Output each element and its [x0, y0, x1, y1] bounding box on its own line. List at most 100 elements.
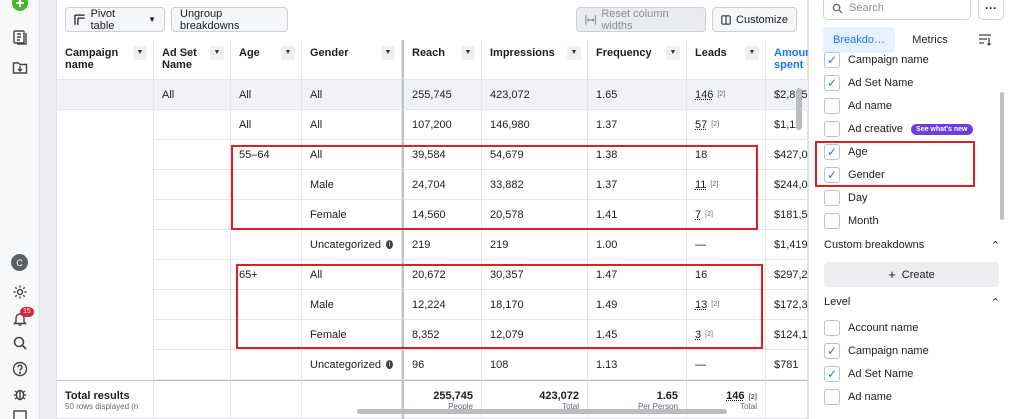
- table-cell-reach: 39,584: [402, 140, 482, 170]
- cell-value: 3: [695, 329, 701, 341]
- table-icon[interactable]: [11, 408, 29, 419]
- breakdown-option[interactable]: Ad name: [824, 96, 892, 116]
- table-cell-campaign: [57, 260, 154, 290]
- unchecked-checkbox[interactable]: [824, 320, 840, 336]
- column-header-age[interactable]: Age ▼: [231, 40, 302, 80]
- column-header-frequency[interactable]: Frequency ▼: [588, 40, 687, 80]
- chevron-down-icon[interactable]: ▼: [381, 46, 395, 60]
- breakdown-option[interactable]: ✓ Gender: [824, 165, 885, 185]
- cell-value: 65+: [239, 269, 258, 281]
- cell-value: $181,5: [774, 209, 808, 221]
- cell-value: Male: [310, 179, 334, 191]
- customize-button[interactable]: Customize: [712, 7, 797, 32]
- column-header-impressions[interactable]: Impressions ▼: [482, 40, 588, 80]
- breakdown-option[interactable]: Day: [824, 188, 868, 208]
- breakdown-option[interactable]: ✓ Campaign name: [824, 341, 929, 361]
- checked-checkbox-icon[interactable]: ✓: [824, 75, 840, 91]
- total-number: 423,072: [539, 390, 579, 402]
- cell-value: 33,882: [490, 179, 524, 191]
- chevron-down-icon[interactable]: ▼: [666, 46, 680, 60]
- bug-report-icon[interactable]: [11, 385, 29, 403]
- breakdown-option[interactable]: Account name: [824, 318, 918, 338]
- table-cell-leads: 7 [2]: [687, 200, 766, 230]
- chevron-down-icon[interactable]: ▼: [281, 46, 295, 60]
- column-header-leads[interactable]: Leads ▼: [687, 40, 766, 80]
- breakdown-option[interactable]: ✓ Ad Set Name: [824, 364, 913, 384]
- more-options-button[interactable]: ···: [978, 0, 1004, 20]
- total-value: 1.65: [657, 390, 678, 402]
- breakdown-option[interactable]: Month: [824, 211, 879, 231]
- cell-value: 1.47: [596, 269, 617, 281]
- info-icon[interactable]: i: [386, 360, 393, 369]
- total-value: 146 [2]: [726, 390, 757, 402]
- unchecked-checkbox[interactable]: [824, 190, 840, 206]
- unchecked-checkbox[interactable]: [824, 121, 840, 137]
- column-header-reach[interactable]: Reach ▼: [402, 40, 482, 80]
- folder-download-icon[interactable]: [11, 58, 29, 76]
- table-cell-frequency: 1.37: [588, 110, 687, 140]
- chevron-down-icon[interactable]: ▼: [133, 46, 147, 60]
- chevron-down-icon[interactable]: ▼: [461, 46, 475, 60]
- table-cell-reach: 255,745: [402, 80, 482, 110]
- info-icon[interactable]: i: [386, 240, 393, 249]
- column-header-campaign[interactable]: Campaign name ▼: [57, 40, 154, 80]
- unchecked-checkbox[interactable]: [824, 98, 840, 114]
- breakdown-option[interactable]: ✓ Ad Set Name: [824, 73, 913, 93]
- breakdown-option[interactable]: ✓ Campaign name: [824, 50, 929, 70]
- checked-checkbox-icon[interactable]: ✓: [824, 144, 840, 160]
- chevron-down-icon[interactable]: ▼: [567, 46, 581, 60]
- vertical-scrollbar[interactable]: [796, 88, 802, 130]
- checked-checkbox-icon[interactable]: ✓: [824, 343, 840, 359]
- breakdown-option[interactable]: Ad creative See what's new: [824, 119, 973, 139]
- breakdown-option[interactable]: Ad name: [824, 387, 892, 407]
- reset-column-widths-button[interactable]: Reset column widths: [576, 7, 706, 32]
- level-header[interactable]: Level ⌃: [824, 296, 1000, 309]
- cell-value: 20,578: [490, 209, 524, 221]
- horizontal-scrollbar[interactable]: [357, 409, 727, 414]
- pivot-table-dropdown[interactable]: Pivot table ▼: [65, 7, 165, 32]
- cell-value: Uncategorized: [310, 359, 381, 371]
- table-cell-adset: [154, 290, 231, 320]
- checked-checkbox-icon[interactable]: ✓: [824, 167, 840, 183]
- cell-value: 7: [695, 209, 701, 221]
- breakdown-option[interactable]: ✓ Age: [824, 142, 868, 162]
- leads-footnote: [2]: [711, 301, 719, 308]
- option-label: Campaign name: [848, 54, 929, 66]
- unchecked-checkbox[interactable]: [824, 389, 840, 405]
- resize-columns-icon: [585, 14, 596, 26]
- search-icon[interactable]: [11, 334, 29, 352]
- create-custom-breakdown-button[interactable]: + Create: [824, 262, 999, 287]
- checked-checkbox-icon[interactable]: ✓: [824, 366, 840, 382]
- avatar[interactable]: C: [11, 254, 28, 271]
- settings-gear-icon[interactable]: [11, 283, 29, 301]
- notification-count-badge: 15: [20, 307, 34, 317]
- cell-value: 108: [490, 359, 508, 371]
- table-cell-amount: $427,0: [766, 140, 809, 170]
- column-header-gender[interactable]: Gender ▼: [302, 40, 402, 80]
- chevron-down-icon[interactable]: ▼: [745, 46, 759, 60]
- unchecked-checkbox[interactable]: [824, 213, 840, 229]
- cell-value: 12,079: [490, 329, 524, 341]
- leads-footnote: [2]: [748, 394, 757, 401]
- cell-value: 1.65: [596, 89, 617, 101]
- chevron-down-icon[interactable]: ▼: [210, 46, 224, 60]
- pages-icon[interactable]: [11, 28, 29, 46]
- sort-filter-icon[interactable]: [978, 32, 992, 46]
- add-icon[interactable]: [11, 0, 29, 12]
- custom-breakdowns-header[interactable]: Custom breakdowns ⌃: [824, 239, 1000, 252]
- column-header-amount[interactable]: Amount spent: [766, 40, 809, 80]
- whats-new-badge[interactable]: See what's new: [911, 124, 972, 135]
- column-header-adset[interactable]: Ad Set Name ▼: [154, 40, 231, 80]
- help-icon[interactable]: [11, 360, 29, 378]
- table-cell-reach: 8,352: [402, 320, 482, 350]
- table-cell-campaign: [57, 320, 154, 350]
- checked-checkbox-icon[interactable]: ✓: [824, 52, 840, 68]
- table-cell-adset: [154, 260, 231, 290]
- panel-scrollbar[interactable]: [1000, 92, 1004, 220]
- search-input[interactable]: Search: [823, 0, 971, 20]
- ungroup-breakdowns-button[interactable]: Ungroup breakdowns: [171, 7, 288, 32]
- level-label: Level: [824, 296, 850, 309]
- table-cell-reach: 12,224: [402, 290, 482, 320]
- table-cell-frequency: 1.49: [588, 290, 687, 320]
- cell-value: $1,419: [774, 239, 808, 251]
